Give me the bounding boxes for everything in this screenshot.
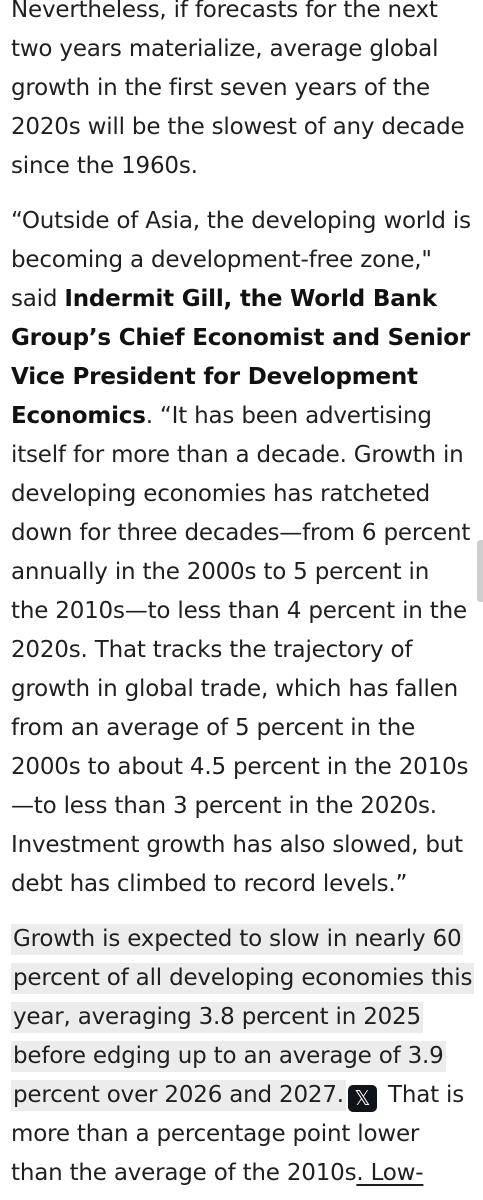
article-body: Nevertheless, if forecasts for the next … [11, 0, 475, 1193]
paragraph-forecast: Nevertheless, if forecasts for the next … [11, 0, 473, 186]
paragraph-quote: “Outside of Asia, the developing world i… [11, 202, 473, 904]
quote-body: . “It has been advertising itself for mo… [11, 403, 471, 897]
paragraph-growth-outlook: Growth is expected to slow in nearly 60 … [11, 920, 475, 1193]
paragraph-forecast-text: Nevertheless, if forecasts for the next … [11, 0, 465, 179]
paragraph-growth-rest: That is more than a percentage point low… [11, 1082, 465, 1186]
speaker-name: Indermit Gill, the World Bank Group’s Ch… [11, 286, 471, 429]
scrollbar-thumb[interactable] [477, 540, 483, 602]
continuation-link[interactable]: . Low- [356, 1160, 424, 1186]
quote-intro: “Outside of Asia, the developing world i… [11, 208, 471, 312]
x-share-icon[interactable]: 𝕏 [347, 1085, 377, 1112]
